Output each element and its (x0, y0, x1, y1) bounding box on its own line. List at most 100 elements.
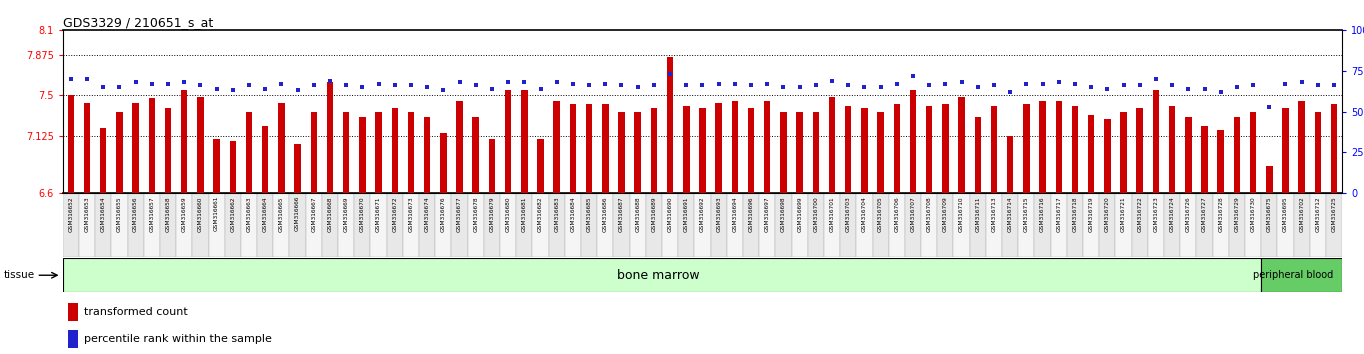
Point (611, 82, 633, 88)
Point (642, 82, 664, 88)
Bar (873, 193, 889, 257)
Bar (112, 193, 127, 257)
Bar (1023, 104, 1030, 193)
Point (465, 82, 487, 88)
Point (239, 82, 261, 88)
Bar (1132, 193, 1148, 257)
Text: tissue: tissue (3, 270, 34, 280)
Bar (1245, 193, 1262, 257)
Point (140, 81, 162, 87)
Point (481, 86, 503, 92)
Point (659, 71, 681, 77)
Bar (116, 112, 123, 193)
Bar (176, 193, 192, 257)
Bar (618, 112, 625, 193)
Point (1259, 104, 1281, 109)
Bar (1249, 112, 1256, 193)
Bar (322, 193, 338, 257)
Text: GSM316656: GSM316656 (134, 196, 138, 232)
Bar (1067, 193, 1083, 257)
Bar (548, 193, 565, 257)
Bar (306, 193, 322, 257)
Point (76, 76, 98, 82)
Text: GSM316658: GSM316658 (165, 196, 170, 232)
Bar (278, 103, 285, 193)
Point (692, 82, 713, 88)
Text: GSM316681: GSM316681 (522, 196, 527, 232)
Text: GSM316725: GSM316725 (1331, 196, 1337, 232)
Bar (597, 193, 614, 257)
Point (368, 81, 390, 87)
Bar (581, 193, 597, 257)
Text: GSM316653: GSM316653 (85, 196, 90, 232)
Bar (419, 193, 435, 257)
Point (270, 81, 292, 87)
Point (109, 84, 131, 90)
Bar (1019, 193, 1034, 257)
Bar (844, 106, 851, 193)
Bar (1299, 101, 1305, 193)
Bar (386, 193, 402, 257)
Text: GSM316659: GSM316659 (181, 196, 187, 232)
Point (1064, 81, 1086, 87)
Point (1177, 86, 1199, 92)
Bar (651, 108, 657, 193)
Text: GSM316712: GSM316712 (1315, 196, 1320, 232)
Bar (1180, 193, 1196, 257)
Bar (1088, 115, 1094, 193)
Bar (273, 193, 289, 257)
Bar (451, 193, 468, 257)
Point (222, 87, 244, 93)
Text: GSM316693: GSM316693 (716, 196, 722, 232)
Point (595, 81, 617, 87)
Bar (780, 112, 787, 193)
Point (1048, 79, 1069, 85)
Text: GSM316713: GSM316713 (992, 196, 997, 232)
Bar (1185, 117, 1192, 193)
Text: GSM316727: GSM316727 (1202, 196, 1207, 232)
Point (837, 82, 859, 88)
Text: GSM316654: GSM316654 (101, 196, 106, 232)
Bar (1039, 101, 1046, 193)
Bar (441, 133, 446, 193)
Text: GSM316666: GSM316666 (295, 196, 300, 232)
Bar (1202, 126, 1207, 193)
Point (1097, 86, 1118, 92)
Bar (1262, 258, 1342, 292)
Bar (1007, 137, 1013, 193)
Bar (262, 126, 269, 193)
Bar (408, 112, 415, 193)
Bar (160, 193, 176, 257)
Bar (311, 112, 316, 193)
Text: GSM316663: GSM316663 (247, 196, 251, 232)
Bar (813, 112, 818, 193)
Bar (1282, 108, 1289, 193)
Point (286, 87, 308, 93)
Point (157, 81, 179, 87)
Bar (634, 112, 641, 193)
Point (352, 84, 374, 90)
Bar (1116, 193, 1132, 257)
Bar (338, 193, 355, 257)
Point (562, 81, 584, 87)
Bar (727, 193, 743, 257)
Bar (683, 106, 690, 193)
Bar (910, 90, 917, 193)
Bar (743, 193, 760, 257)
Text: GSM316688: GSM316688 (636, 196, 640, 232)
Bar (192, 193, 209, 257)
Text: GSM316676: GSM316676 (441, 196, 446, 232)
Point (1226, 84, 1248, 90)
Bar (565, 193, 581, 257)
Bar (974, 117, 981, 193)
Bar (953, 193, 970, 257)
Bar (877, 112, 884, 193)
Bar (840, 193, 857, 257)
Point (303, 82, 325, 88)
Text: GSM316729: GSM316729 (1234, 196, 1240, 232)
Bar (391, 108, 398, 193)
Bar (68, 303, 78, 321)
Text: GSM316726: GSM316726 (1185, 196, 1191, 232)
Bar (63, 193, 79, 257)
Bar (213, 139, 220, 193)
